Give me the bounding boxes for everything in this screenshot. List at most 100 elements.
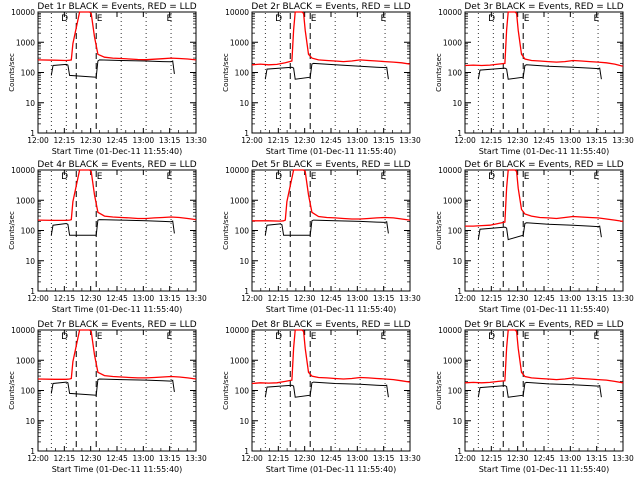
plot-frame: [37, 11, 197, 134]
series-lld-line: [37, 329, 197, 380]
y-tick-label: 10000: [11, 326, 35, 335]
series-lld-line: [464, 11, 624, 67]
panel-det-7: Det 7r BLACK = Events, RED = LLD 1 10 100 10…: [8, 320, 207, 474]
x-tick-label: 12:30: [80, 136, 102, 145]
marker-label: E: [381, 14, 387, 24]
x-tick-label: 13:15: [373, 294, 395, 303]
x-tick-label: 12:45: [533, 294, 555, 303]
x-tick-label: 12:45: [320, 136, 342, 145]
y-tick-label: 100: [235, 227, 250, 236]
series-events-line: [50, 378, 175, 396]
y-tick-label: 1: [30, 129, 35, 138]
marker-label: E: [594, 14, 600, 24]
y-tick-label: 10000: [225, 326, 249, 335]
marker-label: D: [488, 332, 495, 342]
y-tick-label: 10: [239, 257, 249, 266]
x-tick-label: 12:30: [294, 294, 316, 303]
x-tick-label: 12:15: [54, 136, 76, 145]
x-tick-label: 13:15: [586, 136, 608, 145]
x-tick-label: 13:00: [133, 454, 155, 463]
y-axis-label: Counts/sec: [222, 53, 230, 92]
x-tick-label: 12:00: [454, 136, 476, 145]
x-tick-label: 12:45: [106, 136, 128, 145]
chart-title: Det 8r BLACK = Events, RED = LLD: [251, 320, 410, 330]
y-tick-label: 1: [244, 129, 249, 138]
x-tick-label: 12:30: [80, 294, 102, 303]
y-axis-label: Counts/sec: [8, 371, 16, 410]
y-tick-label: 10000: [11, 166, 35, 175]
y-tick-label: 1000: [230, 196, 249, 205]
x-tick-label: 12:00: [454, 294, 476, 303]
marker-label: E: [97, 14, 103, 24]
y-tick-label: 10000: [438, 326, 462, 335]
x-tick-label: 13:30: [185, 454, 207, 463]
x-axis-label: Start Time (01-Dec-11 11:55:40): [479, 305, 610, 314]
series-lld-line: [37, 11, 197, 62]
marker-label: E: [381, 332, 387, 342]
series-lld-line: [37, 169, 197, 222]
x-tick-label: 13:00: [347, 136, 369, 145]
x-tick-label: 12:30: [507, 294, 529, 303]
plot-frame: [37, 169, 197, 292]
x-tick-label: 13:00: [560, 454, 582, 463]
x-tick-label: 12:45: [106, 454, 128, 463]
y-tick-label: 1: [244, 287, 249, 296]
x-tick-label: 12:15: [54, 294, 76, 303]
plot-frame: [464, 329, 624, 452]
x-tick-label: 13:15: [159, 294, 181, 303]
x-tick-label: 12:15: [268, 294, 290, 303]
y-tick-label: 1: [30, 447, 35, 456]
marker-label: E: [381, 172, 387, 182]
y-tick-label: 1000: [230, 356, 249, 365]
x-axis-label: Start Time (01-Dec-11 11:55:40): [479, 465, 610, 474]
y-tick-label: 100: [448, 387, 463, 396]
x-tick-label: 13:30: [399, 136, 421, 145]
x-tick-label: 13:30: [612, 136, 634, 145]
x-tick-label: 13:15: [373, 454, 395, 463]
chart-title: Det 9r BLACK = Events, RED = LLD: [464, 320, 623, 330]
marker-label: D: [488, 14, 495, 24]
panel-det-6: Det 6r BLACK = Events, RED = LLD 1 10 100 10…: [435, 160, 634, 314]
x-tick-label: 12:45: [320, 294, 342, 303]
series-events-line: [264, 219, 389, 236]
x-tick-label: 13:30: [612, 454, 634, 463]
y-tick-label: 100: [21, 387, 36, 396]
chart-title: Det 3r BLACK = Events, RED = LLD: [464, 2, 623, 12]
marker-label: E: [524, 332, 530, 342]
y-tick-label: 10: [25, 417, 35, 426]
marker-label: E: [594, 332, 600, 342]
marker-label: E: [594, 172, 600, 182]
x-tick-label: 12:45: [320, 454, 342, 463]
x-tick-label: 12:15: [54, 454, 76, 463]
y-tick-label: 10: [452, 99, 462, 108]
plot-frame: [37, 329, 197, 452]
y-tick-label: 10000: [225, 166, 249, 175]
panel-det-5: Det 5r BLACK = Events, RED = LLD 1 10 100 10…: [222, 160, 421, 314]
y-tick-label: 100: [235, 69, 250, 78]
x-tick-label: 13:15: [159, 136, 181, 145]
y-tick-label: 1000: [230, 38, 249, 47]
x-tick-label: 13:15: [586, 454, 608, 463]
x-tick-label: 13:00: [347, 454, 369, 463]
x-tick-label: 12:45: [533, 136, 555, 145]
x-tick-label: 13:00: [133, 136, 155, 145]
y-axis-label: Counts/sec: [222, 371, 230, 410]
y-tick-label: 10: [25, 99, 35, 108]
x-tick-label: 12:00: [241, 136, 263, 145]
marker-label: E: [167, 172, 173, 182]
x-axis-label: Start Time (01-Dec-11 11:55:40): [266, 305, 397, 314]
marker-label: D: [275, 172, 282, 182]
series-lld-line: [464, 329, 624, 384]
y-tick-label: 100: [448, 69, 463, 78]
marker-label: E: [97, 172, 103, 182]
x-tick-label: 13:00: [560, 294, 582, 303]
panel-det-2: Det 2r BLACK = Events, RED = LLD 1 10 100 10…: [222, 2, 421, 156]
series-lld-line: [251, 329, 411, 385]
x-axis-label: Start Time (01-Dec-11 11:55:40): [479, 147, 610, 156]
x-tick-label: 12:00: [241, 454, 263, 463]
y-tick-label: 10000: [11, 8, 35, 17]
x-tick-label: 12:15: [481, 454, 503, 463]
plot-frame: [464, 169, 624, 292]
x-tick-label: 12:30: [80, 454, 102, 463]
